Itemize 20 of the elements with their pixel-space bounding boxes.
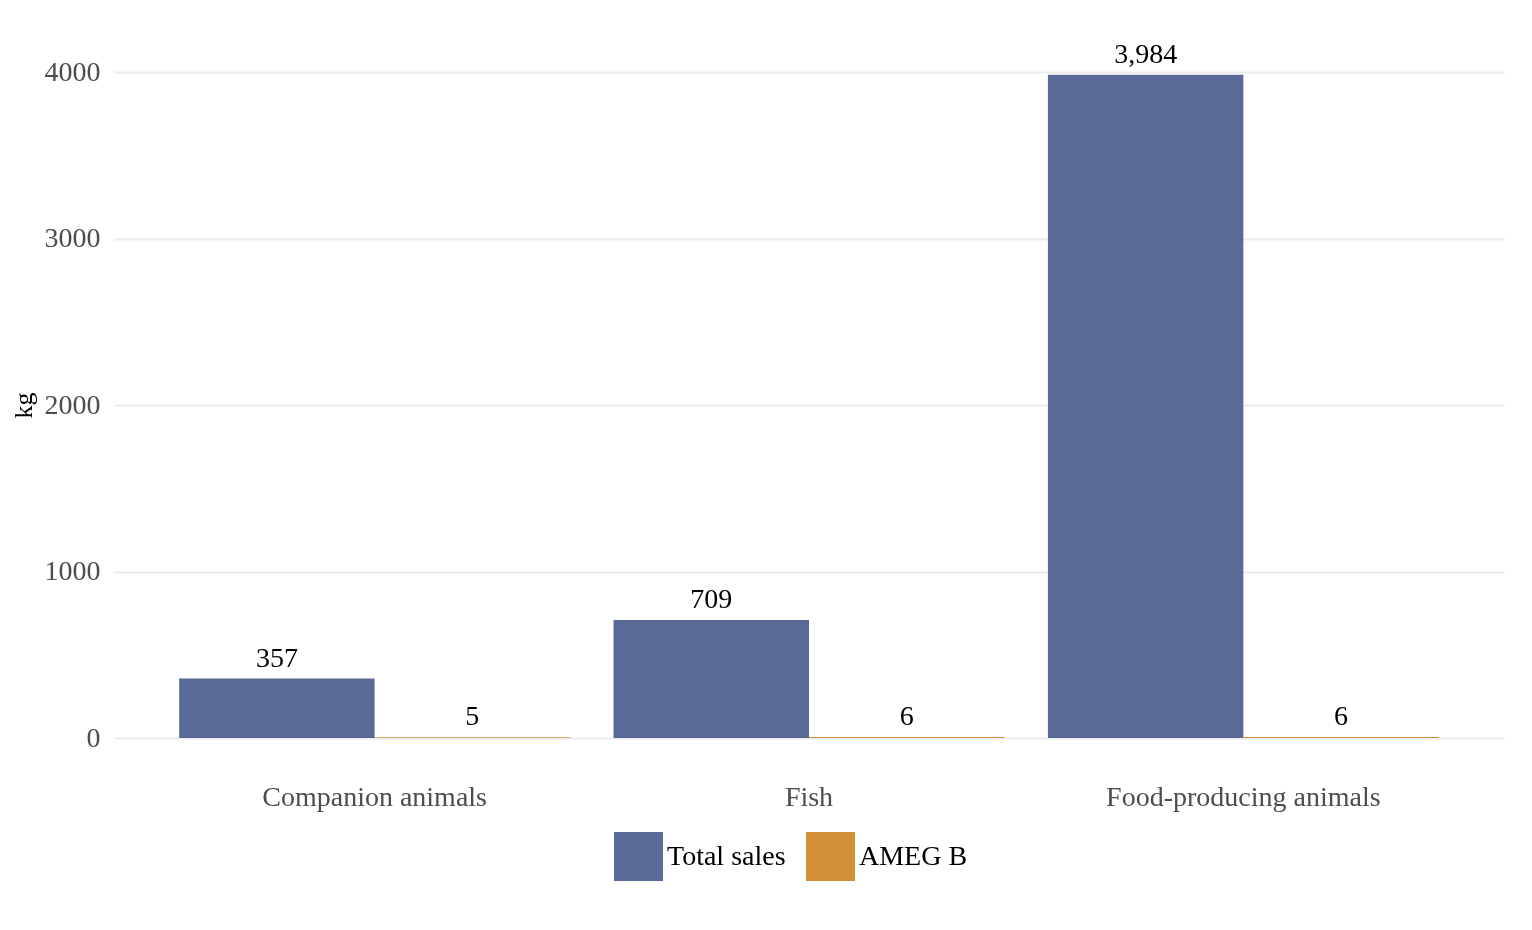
data-label: 3,984: [1114, 37, 1178, 69]
y-tick-label: 4000: [44, 55, 101, 87]
y-tick-label: 1000: [44, 555, 101, 586]
x-tick-label: Companion animals: [262, 780, 488, 812]
legend-label: Total sales: [667, 839, 786, 871]
y-tick-label: 2000: [44, 388, 101, 420]
data-label: 357: [255, 641, 298, 673]
data-label: 6: [1334, 700, 1349, 731]
data-label: 6: [899, 700, 914, 731]
data-label: 709: [690, 582, 733, 614]
legend-label: AMEG B: [859, 839, 968, 871]
data-label: 5: [465, 700, 480, 732]
bar: [179, 678, 375, 738]
x-tick-label: Fish: [784, 780, 834, 812]
bar: [613, 619, 809, 738]
y-axis-title: kg: [8, 392, 38, 419]
x-tick-label: Food-producing animals: [1106, 780, 1381, 812]
y-tick-label: 3000: [44, 222, 101, 253]
bar: [1047, 74, 1244, 738]
y-tick-label: 0: [86, 721, 101, 753]
